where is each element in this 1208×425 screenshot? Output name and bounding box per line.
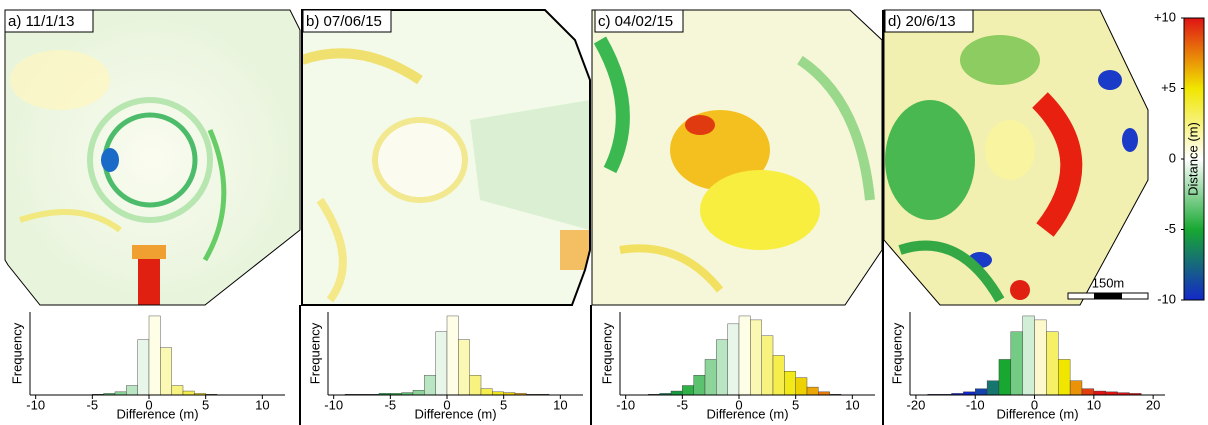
panel-label: b) 07/06/15 — [306, 13, 382, 30]
x-tick-label: 20 — [1146, 397, 1160, 412]
x-tick-label: 10 — [1087, 397, 1101, 412]
x-axis-title: Difference (m) — [414, 406, 496, 421]
x-tick-label: 10 — [255, 397, 269, 412]
histogram-bar — [1010, 331, 1023, 396]
histogram-bar — [1058, 359, 1071, 396]
x-axis-title: Difference (m) — [116, 406, 198, 421]
histogram-bar — [750, 319, 762, 396]
x-tick-label: -10 — [966, 397, 985, 412]
histogram-bar — [160, 347, 172, 396]
histogram-bar — [446, 315, 459, 396]
x-tick-label: -10 — [616, 397, 635, 412]
histogram-bar — [148, 315, 161, 396]
x-tick-label: 5 — [792, 397, 799, 412]
panel-label: d) 20/6/13 — [888, 13, 956, 30]
x-tick-label: 10 — [845, 397, 859, 412]
panel-label: a) 11/1/13 — [8, 13, 74, 30]
scale-bar-segment — [1094, 293, 1122, 299]
colorbar-tick-label: +5 — [1161, 80, 1176, 95]
histogram-bar — [975, 388, 988, 396]
y-axis-title: Frequency — [599, 322, 614, 384]
x-tick-label: -5 — [87, 397, 99, 412]
x-axis-title: Difference (m) — [996, 406, 1078, 421]
x-tick-label: -10 — [324, 397, 343, 412]
histogram-bar — [738, 315, 751, 396]
x-tick-label: 10 — [553, 397, 567, 412]
histogram-bar — [435, 331, 448, 396]
panel-label-box — [884, 9, 974, 33]
colorbar-tick-label: +10 — [1154, 9, 1176, 24]
histogram-bar — [469, 375, 482, 396]
map-b — [302, 10, 590, 305]
y-axis-title: Frequency — [9, 322, 24, 384]
histogram-bar — [772, 355, 785, 396]
x-tick-label: -5 — [385, 397, 397, 412]
map-a — [5, 10, 300, 305]
x-tick-label: -10 — [26, 397, 45, 412]
histogram-bar — [682, 385, 694, 396]
panel-label-box — [4, 9, 94, 33]
histogram-bar — [171, 385, 184, 396]
colorbar-tick-label: 0 — [1169, 150, 1176, 165]
histogram-bar — [998, 359, 1012, 396]
x-tick-label: 0 — [145, 397, 152, 412]
histogram-bar — [704, 359, 717, 396]
x-tick-label: -5 — [677, 397, 689, 412]
histogram-bar — [137, 339, 150, 396]
histogram-bar — [693, 375, 706, 396]
histogram-bar — [480, 388, 493, 396]
x-tick-label: 5 — [202, 397, 209, 412]
histogram-bar — [716, 339, 728, 396]
histogram-bar — [1081, 388, 1095, 396]
scale-bar-label: 150m — [1092, 275, 1125, 290]
histogram-bar — [727, 323, 740, 396]
x-tick-label: 5 — [500, 397, 507, 412]
histogram-bar — [1069, 380, 1083, 396]
colorbar-tick-label: -10 — [1157, 291, 1176, 306]
map-c — [592, 10, 882, 305]
histogram-bar — [412, 390, 425, 396]
colorbar-tick-label: -5 — [1164, 221, 1176, 236]
panel-label: c) 04/02/15 — [598, 13, 673, 30]
histogram-bar — [761, 335, 774, 396]
x-tick-label: -20 — [907, 397, 926, 412]
histogram-bar — [1022, 315, 1035, 396]
histogram-bar — [795, 377, 808, 396]
x-tick-label: 0 — [1031, 397, 1038, 412]
x-tick-label: 0 — [443, 397, 450, 412]
histogram-bar — [986, 380, 1000, 396]
histogram-bar — [1046, 331, 1059, 396]
histogram-bar — [784, 371, 796, 396]
histogram-bar — [1034, 319, 1047, 396]
histogram-bar — [458, 339, 470, 396]
histogram-bar — [1093, 390, 1106, 396]
histogram-bar — [670, 390, 683, 396]
histogram-bar — [182, 390, 195, 396]
histogram-bar — [806, 386, 819, 396]
histogram-bar — [126, 385, 138, 396]
x-axis-title: Difference (m) — [706, 406, 788, 421]
colorbar-title: Distance (m) — [1185, 122, 1200, 196]
map-d — [884, 10, 1148, 305]
y-axis-title: Frequency — [307, 322, 322, 384]
histogram-bar — [424, 375, 436, 396]
x-tick-label: 0 — [735, 397, 742, 412]
y-axis-title: Frequency — [889, 322, 904, 384]
panel-label-box — [594, 9, 684, 33]
panel-label-box — [302, 9, 392, 33]
